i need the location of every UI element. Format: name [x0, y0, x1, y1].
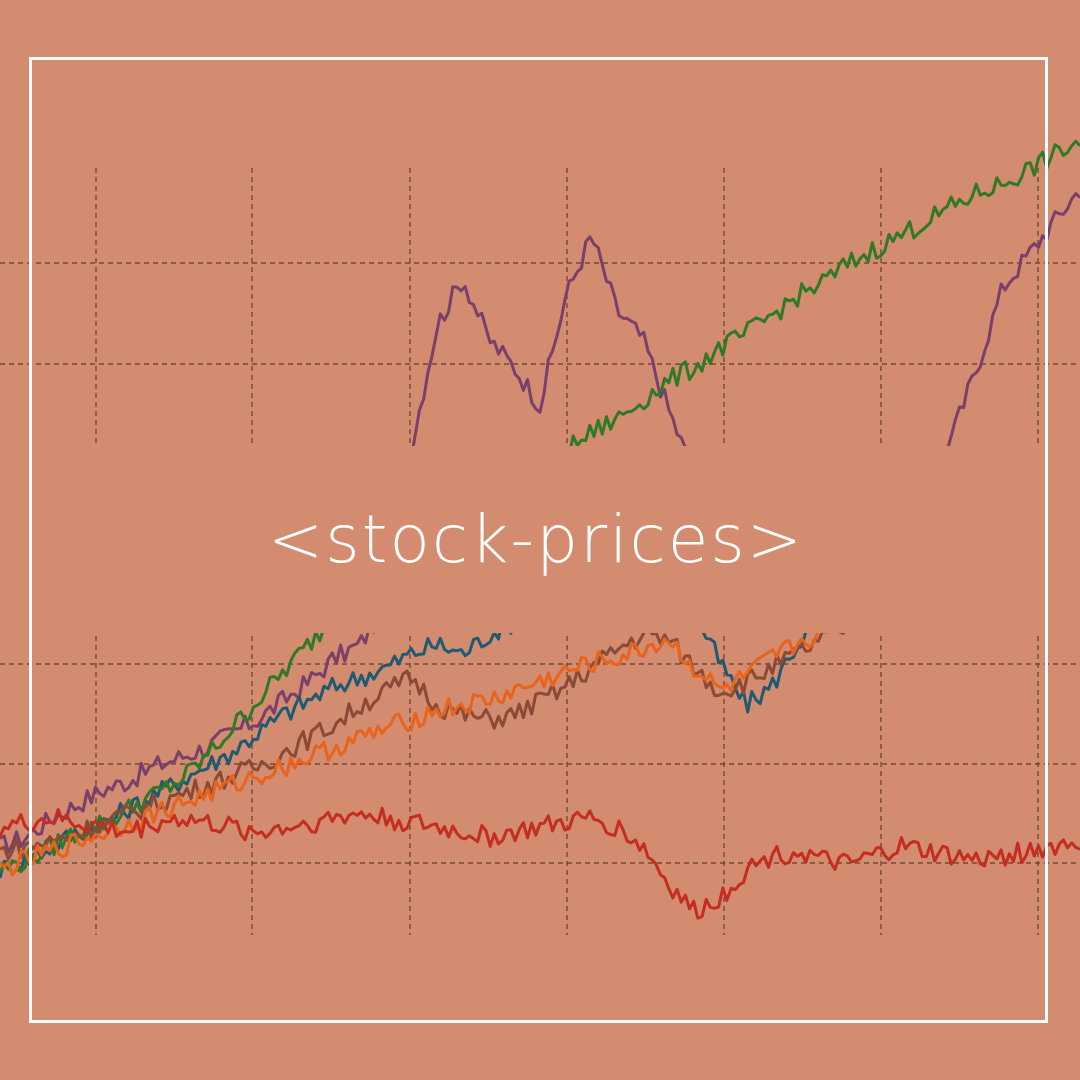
page-title: <stock-prices> — [267, 501, 805, 578]
title-band: <stock-prices> — [0, 446, 1080, 633]
series-line — [0, 806, 1080, 920]
